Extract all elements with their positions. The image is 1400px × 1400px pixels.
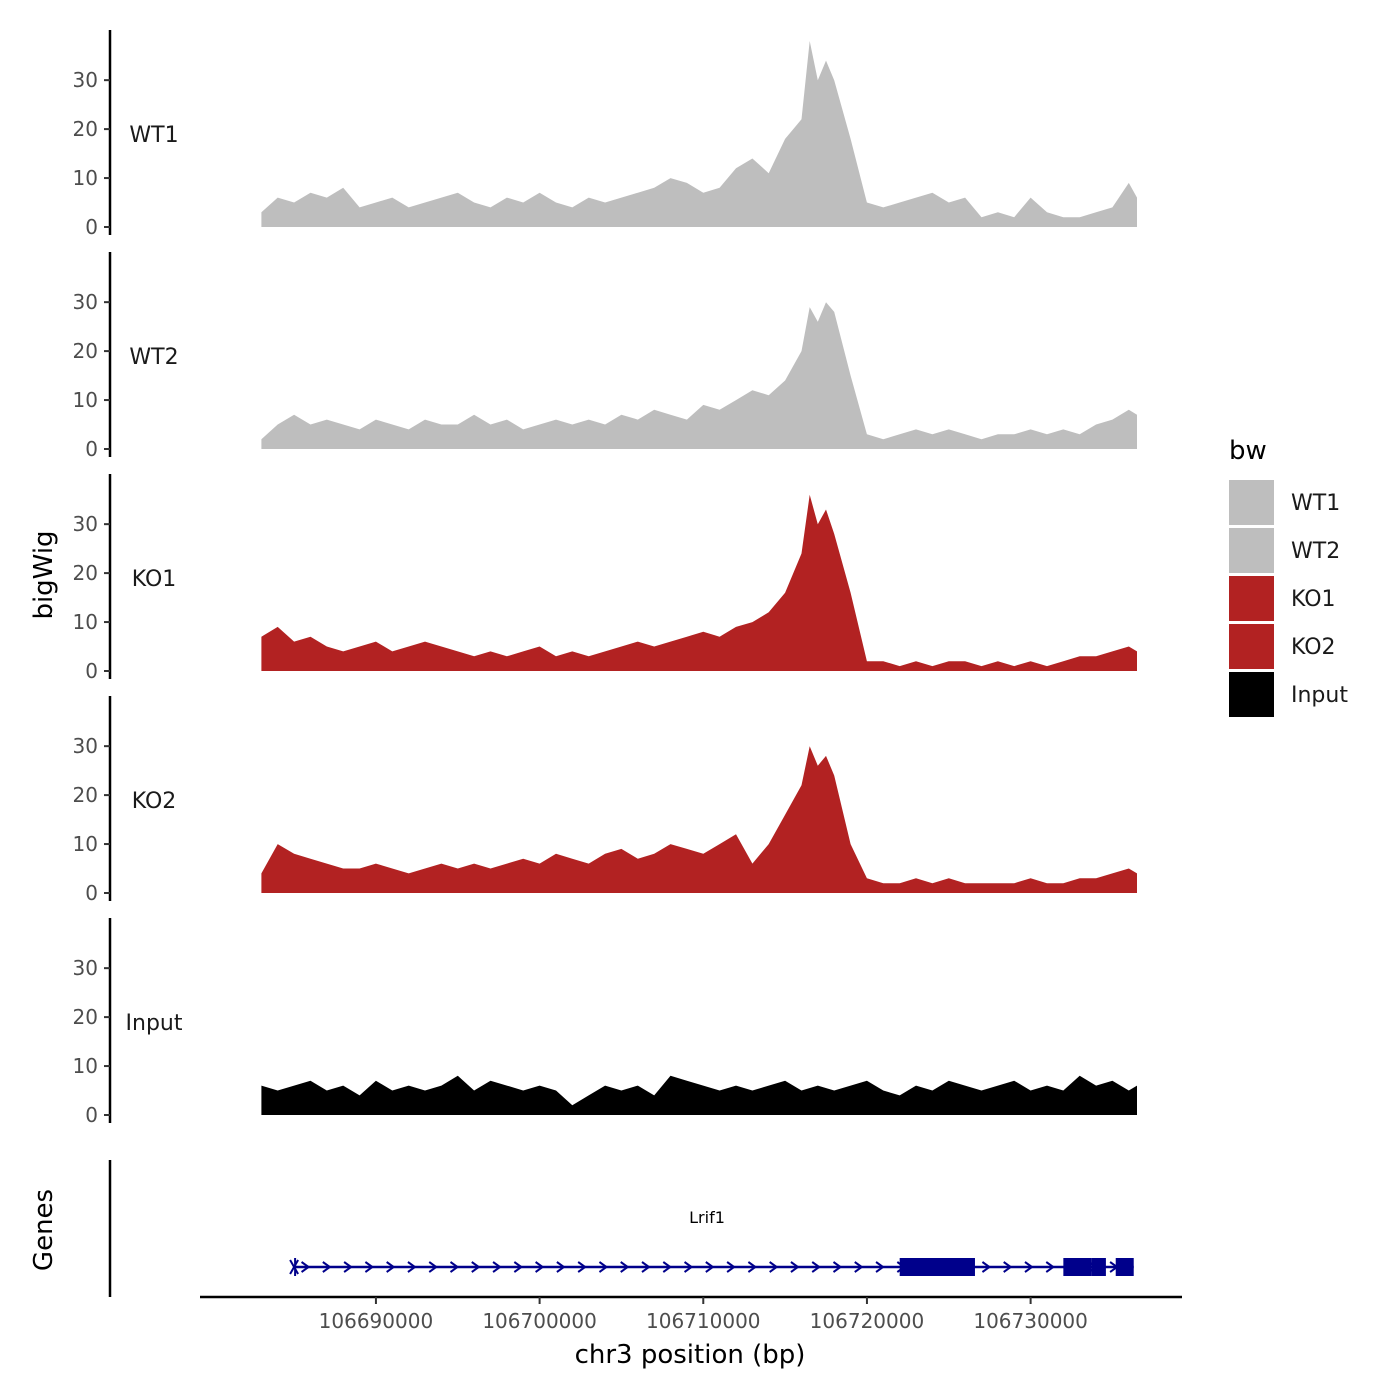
strand-arrow	[471, 1261, 481, 1273]
signal-area	[261, 1075, 1137, 1115]
strand-arrow	[300, 1261, 311, 1273]
y-tick-label: 20	[73, 783, 98, 807]
strand-arrow	[577, 1261, 587, 1273]
y-tick-label: 10	[73, 1054, 98, 1078]
legend-swatch	[1229, 528, 1274, 573]
y-tick-label: 30	[73, 512, 98, 536]
strand-arrow	[598, 1261, 609, 1273]
track-label: Input	[126, 1011, 183, 1036]
strand-arrow	[1024, 1261, 1034, 1273]
legend-swatch	[1229, 480, 1274, 525]
strand-arrow	[832, 1261, 843, 1273]
y-axis-title: bigWig	[29, 530, 59, 619]
strand-arrow	[556, 1261, 566, 1273]
strand-arrow	[726, 1261, 736, 1273]
strand-arrow	[981, 1261, 992, 1273]
y-tick-label: 30	[73, 734, 98, 758]
signal-area	[261, 41, 1137, 227]
strand-arrow	[322, 1261, 332, 1273]
exon	[1063, 1258, 1092, 1276]
legend-swatch	[1229, 624, 1274, 669]
strand-arrow	[769, 1261, 779, 1273]
strand-arrow	[364, 1261, 375, 1273]
legend-title: bw	[1229, 436, 1267, 466]
legend-label: Input	[1291, 683, 1348, 708]
y-tick-label: 0	[85, 215, 98, 239]
legend-label: WT1	[1291, 491, 1340, 516]
strand-arrow	[513, 1261, 524, 1273]
signal-area	[261, 746, 1137, 893]
track-label: KO2	[132, 789, 177, 814]
strand-arrow	[875, 1261, 885, 1273]
x-tick-label: 106700000	[482, 1309, 597, 1333]
strand-arrow	[386, 1261, 396, 1273]
y-tick-label: 10	[73, 388, 98, 412]
exon	[1091, 1258, 1106, 1276]
strand-arrow	[662, 1261, 672, 1273]
strand-arrow	[683, 1261, 694, 1273]
exon	[899, 1258, 975, 1276]
strand-arrow	[854, 1261, 864, 1273]
exon	[1115, 1258, 1134, 1276]
y-tick-label: 10	[73, 832, 98, 856]
gene-model	[289, 1258, 1134, 1276]
y-tick-label: 20	[73, 117, 98, 141]
y-tick-label: 0	[85, 437, 98, 461]
y-tick-label: 20	[73, 1005, 98, 1029]
legend-label: KO1	[1291, 587, 1336, 612]
strand-arrow	[641, 1261, 651, 1273]
legend-label: KO2	[1291, 635, 1336, 660]
track-ko2: 0 10 20 30 KO2	[73, 696, 1137, 905]
strand-arrow	[428, 1261, 438, 1273]
track-ko1: 0 10 20 30 KO1	[73, 474, 1137, 683]
track-label: WT1	[129, 123, 178, 148]
signal-area	[261, 494, 1137, 671]
legend: bw WT1 WT2 KO1 KO2 Input	[1229, 436, 1348, 717]
x-tick-label: 106720000	[810, 1309, 925, 1333]
legend-label: WT2	[1291, 539, 1340, 564]
x-tick-label: 106730000	[973, 1309, 1088, 1333]
strand-arrow	[790, 1261, 800, 1273]
strand-arrow	[1003, 1261, 1013, 1273]
strand-arrow	[449, 1261, 460, 1273]
strand-arrow	[492, 1261, 502, 1273]
track-wt2: 0 10 20 30 WT2	[73, 252, 1137, 461]
exon	[294, 1258, 297, 1276]
track-input: 0 10 20 30 Input	[73, 918, 1137, 1127]
y-tick-label: 10	[73, 166, 98, 190]
track-label: WT2	[129, 345, 178, 370]
y-tick-label: 0	[85, 881, 98, 905]
y-tick-label: 30	[73, 68, 98, 92]
signal-area	[261, 302, 1137, 449]
x-tick-label: 106690000	[319, 1309, 434, 1333]
gene-track-label: Genes	[29, 1189, 59, 1271]
x-tick-label: 106710000	[646, 1309, 761, 1333]
signal-tracks: 0 10 20 30 WT1 0 10 20 30 WT2 0 10 20 30 KO1 0 10 20 30 KO2…	[73, 30, 1137, 1127]
strand-arrow	[705, 1261, 715, 1273]
track-label: KO1	[132, 567, 177, 592]
y-tick-label: 20	[73, 561, 98, 585]
strand-arrow	[620, 1261, 630, 1273]
y-tick-label: 0	[85, 659, 98, 683]
gene-panel: Genes Lrif1	[29, 1160, 1134, 1297]
strand-arrow	[747, 1261, 758, 1273]
strand-arrow	[811, 1261, 821, 1273]
legend-swatch	[1229, 672, 1274, 717]
y-tick-label: 10	[73, 610, 98, 634]
track-wt1: 0 10 20 30 WT1	[73, 30, 1137, 239]
strand-arrow	[407, 1261, 417, 1273]
strand-arrow	[343, 1261, 353, 1273]
y-tick-label: 30	[73, 956, 98, 980]
y-tick-label: 20	[73, 339, 98, 363]
strand-arrow	[535, 1261, 545, 1273]
gene-name-label: Lrif1	[689, 1208, 725, 1227]
y-tick-label: 0	[85, 1103, 98, 1127]
legend-swatch	[1229, 576, 1274, 621]
x-axis: 106690000 106700000 106710000 106720000 1067…	[200, 1295, 1182, 1333]
x-axis-title: chr3 position (bp)	[575, 1340, 806, 1370]
strand-arrow	[1045, 1261, 1055, 1273]
y-tick-label: 30	[73, 290, 98, 314]
